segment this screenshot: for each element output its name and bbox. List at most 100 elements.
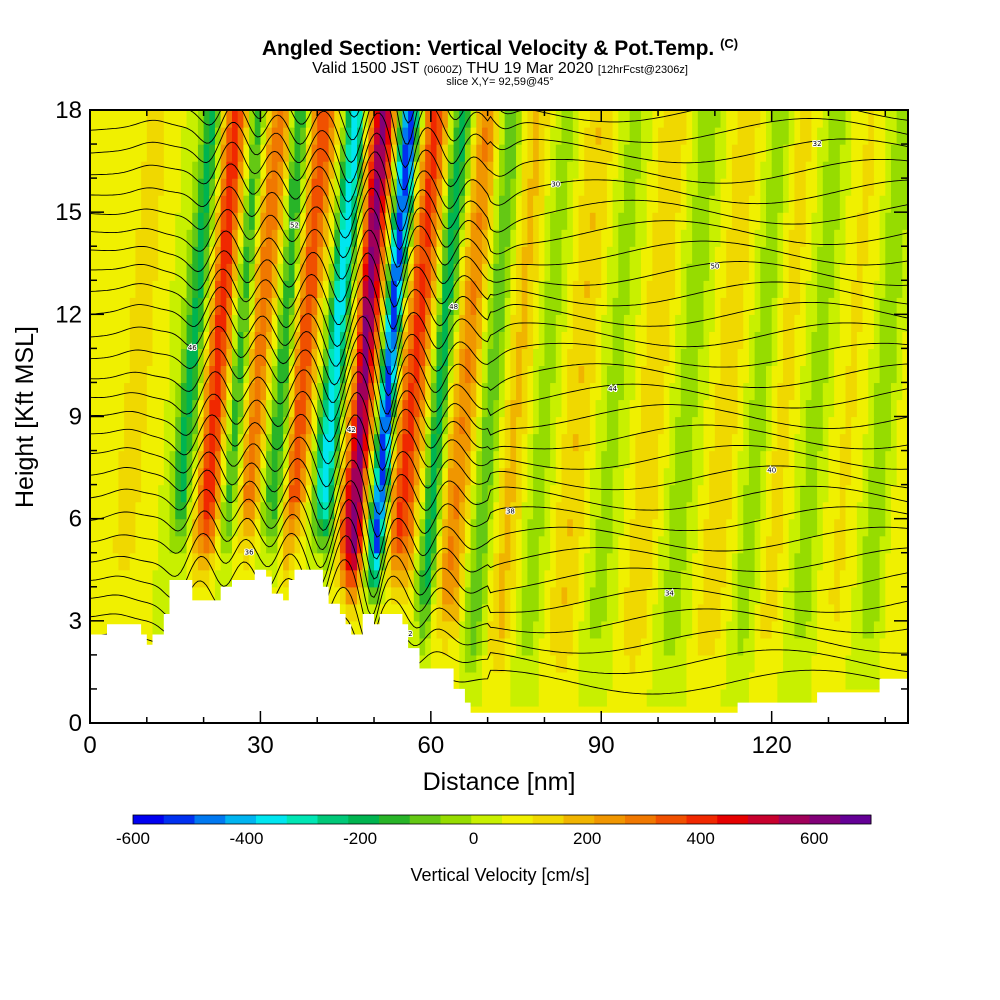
field-cell [760,603,767,622]
field-cell [720,229,727,247]
field-cell [152,348,159,367]
field-cell [107,263,114,281]
field-cell [612,688,619,707]
field-cell [527,603,534,622]
field-cell [345,603,352,622]
field-cell [334,178,341,196]
field-cell [180,501,188,520]
field-cell [356,586,364,605]
field-cell [533,433,540,452]
field-cell [555,586,563,605]
field-cell [277,331,284,349]
field-cell [345,552,352,571]
field-cell [408,518,415,537]
field-cell [811,603,818,622]
field-cell [470,229,477,247]
field-cell [811,280,818,298]
field-cell [527,620,534,639]
field-cell [737,195,744,213]
field-cell [851,161,858,179]
field-cell [197,382,205,401]
field-cell [890,161,898,179]
field-cell [356,348,364,367]
field-cell [186,178,193,196]
field-cell [873,144,881,162]
field-cell [578,433,585,452]
field-cell [851,518,858,537]
field-cell [748,552,756,571]
field-cell [300,433,307,452]
field-cell [362,314,369,332]
field-cell [680,246,688,264]
field-cell [629,399,636,418]
field-cell [851,416,858,435]
field-cell [743,280,750,298]
field-cell [396,501,404,520]
field-cell [675,144,682,162]
field-cell [476,382,483,401]
field-cell [271,127,279,145]
field-cell [868,280,875,298]
field-cell [851,433,858,452]
field-cell [510,348,517,367]
field-cell [339,348,347,367]
field-cell [527,450,534,469]
field-cell [641,229,648,247]
field-cell [760,382,767,401]
field-cell [447,195,455,213]
field-cell [658,501,665,520]
field-cell [589,518,597,537]
field-cell [731,212,739,230]
field-cell [709,178,716,196]
field-cell [851,212,858,230]
field-cell [129,416,137,435]
field-cell [345,467,352,486]
field-cell [879,552,886,571]
field-cell [442,195,449,213]
field-cell [879,654,886,673]
field-cell [612,195,619,213]
field-cell [794,671,801,690]
field-cell [328,195,335,213]
field-cell [510,467,517,486]
field-cell [453,144,460,162]
field-cell [487,161,494,179]
field-cell [442,246,449,264]
field-cell [175,365,182,384]
field-cell [339,603,347,622]
field-cell [726,433,733,452]
field-cell [675,382,682,401]
field-cell [510,518,517,537]
field-cell [885,161,892,179]
field-cell [118,280,125,298]
field-cell [845,195,852,213]
field-cell [618,229,625,247]
field-cell [396,297,404,315]
field-cell [533,382,540,401]
field-cell [249,365,256,384]
field-cell [447,552,455,571]
field-cell [476,195,483,213]
field-cell [856,450,864,469]
field-cell [436,348,443,367]
field-cell [175,127,182,145]
field-cell [714,671,722,690]
field-cell [771,654,778,673]
field-cell [305,127,313,145]
field-cell [862,229,869,247]
field-cell [328,416,335,435]
field-cell [641,161,648,179]
field-cell [811,620,818,639]
field-cell [283,433,290,452]
field-cell [578,382,585,401]
field-cell [214,331,222,349]
field-cell [220,450,227,469]
field-cell [124,161,131,179]
field-cell [879,314,886,332]
field-cell [896,280,903,298]
field-cell [175,297,182,315]
field-cell [589,688,597,707]
field-cell [425,467,432,486]
field-cell [504,161,511,179]
field-cell [124,399,131,418]
